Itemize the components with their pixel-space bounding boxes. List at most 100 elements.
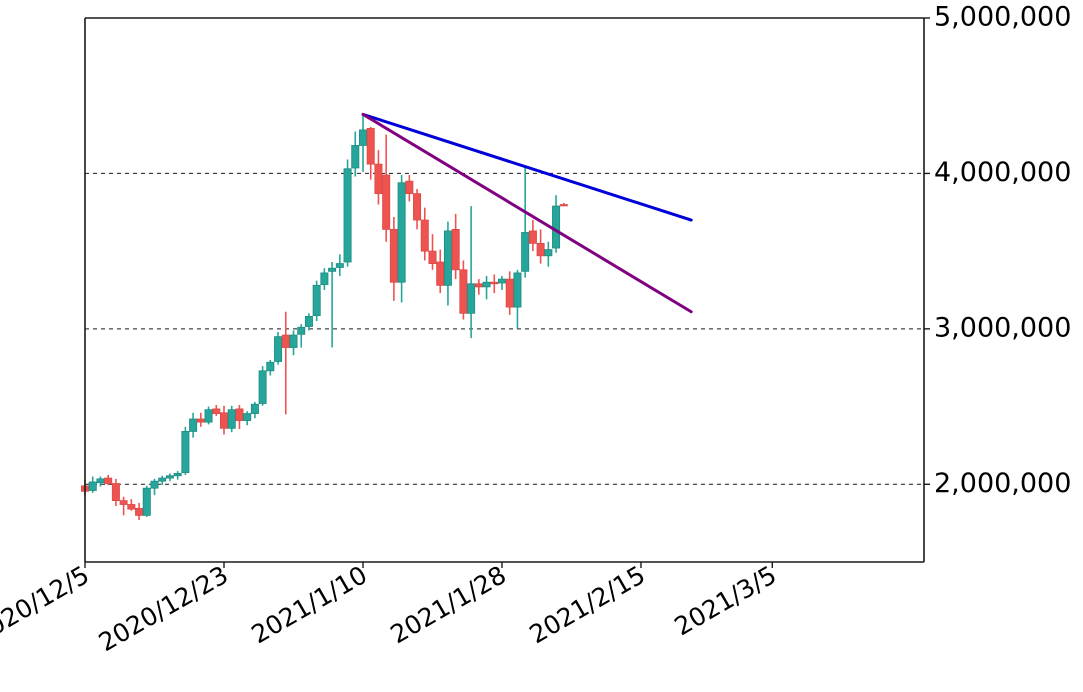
- candle-body-46: [436, 261, 445, 286]
- candle-34: [343, 159, 352, 267]
- candle-51: [474, 279, 483, 295]
- candle-4: [111, 478, 120, 507]
- candle-body-40: [389, 228, 398, 283]
- candle-body-3: [104, 477, 113, 484]
- candle-7: [135, 502, 144, 521]
- candle-body-49: [459, 269, 468, 314]
- candlestick-series: [81, 114, 568, 521]
- candle-body-29: [304, 316, 313, 327]
- candle-body-13: [181, 431, 190, 474]
- candle-body-43: [413, 193, 422, 221]
- candle-body-41: [397, 182, 406, 283]
- candle-43: [413, 188, 422, 230]
- candle-45: [428, 234, 437, 270]
- candle-36: [358, 114, 367, 172]
- candle-27: [289, 330, 298, 356]
- candle-body-30: [312, 284, 321, 317]
- lower-trendline: [361, 112, 693, 314]
- candle-3: [104, 474, 113, 486]
- candle-body-19: [227, 409, 236, 429]
- xtick-label-36: 2021/1/10: [246, 560, 372, 649]
- candle-body-34: [343, 168, 352, 263]
- ytick-label-3000000: 3,000,000: [934, 312, 1071, 343]
- candle-56: [513, 269, 522, 329]
- candle-body-6: [127, 504, 136, 510]
- candle-44: [420, 207, 429, 261]
- candle-23: [258, 366, 267, 406]
- candle-24: [266, 359, 275, 376]
- candle-body-21: [243, 413, 252, 421]
- candle-body-60: [544, 249, 553, 257]
- candle-body-15: [196, 418, 205, 423]
- candle-body-36: [358, 129, 367, 146]
- xtick-label-18: 2020/12/23: [94, 560, 233, 657]
- candle-body-38: [374, 163, 383, 195]
- candle-53: [490, 274, 499, 294]
- candle-body-31: [320, 272, 329, 285]
- candle-40: [389, 216, 398, 301]
- candle-body-51: [474, 283, 483, 288]
- candle-60: [544, 241, 553, 267]
- ytick-label-5000000: 5,000,000: [934, 2, 1071, 33]
- candle-10: [158, 475, 167, 486]
- candle-39: [382, 134, 391, 242]
- candle-body-45: [428, 250, 437, 264]
- candle-body-27: [289, 334, 298, 348]
- candle-body-28: [297, 326, 306, 335]
- candle-8: [142, 485, 151, 517]
- candle-50: [467, 206, 476, 339]
- candle-52: [482, 276, 491, 300]
- candle-body-44: [420, 219, 429, 252]
- candle-55: [505, 271, 514, 315]
- candle-5: [119, 496, 128, 516]
- candle-59: [536, 229, 545, 264]
- candle-body-33: [335, 263, 344, 268]
- candle-body-32: [328, 267, 337, 272]
- candle-body-23: [258, 370, 267, 404]
- candle-48: [451, 213, 460, 280]
- candle-14: [189, 412, 198, 438]
- candle-31: [320, 268, 329, 290]
- candle-54: [497, 276, 506, 290]
- candle-body-62: [559, 204, 568, 207]
- candle-body-37: [366, 127, 375, 165]
- candle-47: [443, 221, 452, 306]
- candle-49: [459, 260, 468, 320]
- candle-25: [274, 331, 283, 365]
- candle-30: [312, 280, 321, 322]
- candle-body-52: [482, 281, 491, 288]
- trendlines: [361, 112, 693, 314]
- y-axis-tick-labels: 5,000,000 4,000,000 3,000,000 2,000,000: [924, 2, 1071, 499]
- candle-21: [243, 411, 252, 426]
- candle-body-7: [135, 507, 144, 516]
- candle-61: [552, 195, 561, 253]
- upper-trendline: [361, 112, 693, 222]
- candle-13: [181, 426, 190, 475]
- candle-body-61: [552, 205, 561, 249]
- candle-body-20: [235, 408, 244, 421]
- candle-19: [227, 405, 236, 433]
- candle-body-1: [88, 481, 97, 491]
- candle-16: [204, 406, 213, 425]
- candle-body-17: [212, 408, 221, 414]
- xtick-label-72: 2021/2/15: [524, 560, 650, 649]
- candle-42: [405, 174, 414, 202]
- candle-29: [304, 313, 313, 331]
- candle-9: [150, 478, 159, 496]
- candle-1: [88, 476, 97, 493]
- candle-body-12: [173, 473, 182, 477]
- x-axis-tick-labels: 2020/12/5 2020/12/23 2021/1/10 2021/1/28 202…: [0, 560, 781, 657]
- candle-body-42: [405, 180, 414, 195]
- axes: [84, 17, 925, 563]
- gridlines: [85, 172, 924, 485]
- candle-62: [559, 202, 568, 207]
- candle-11: [165, 473, 174, 482]
- candle-22: [250, 401, 259, 419]
- candle-12: [173, 471, 182, 480]
- candle-57: [521, 167, 530, 278]
- candle-body-10: [158, 477, 167, 482]
- candle-body-54: [497, 278, 506, 284]
- candle-37: [366, 126, 375, 180]
